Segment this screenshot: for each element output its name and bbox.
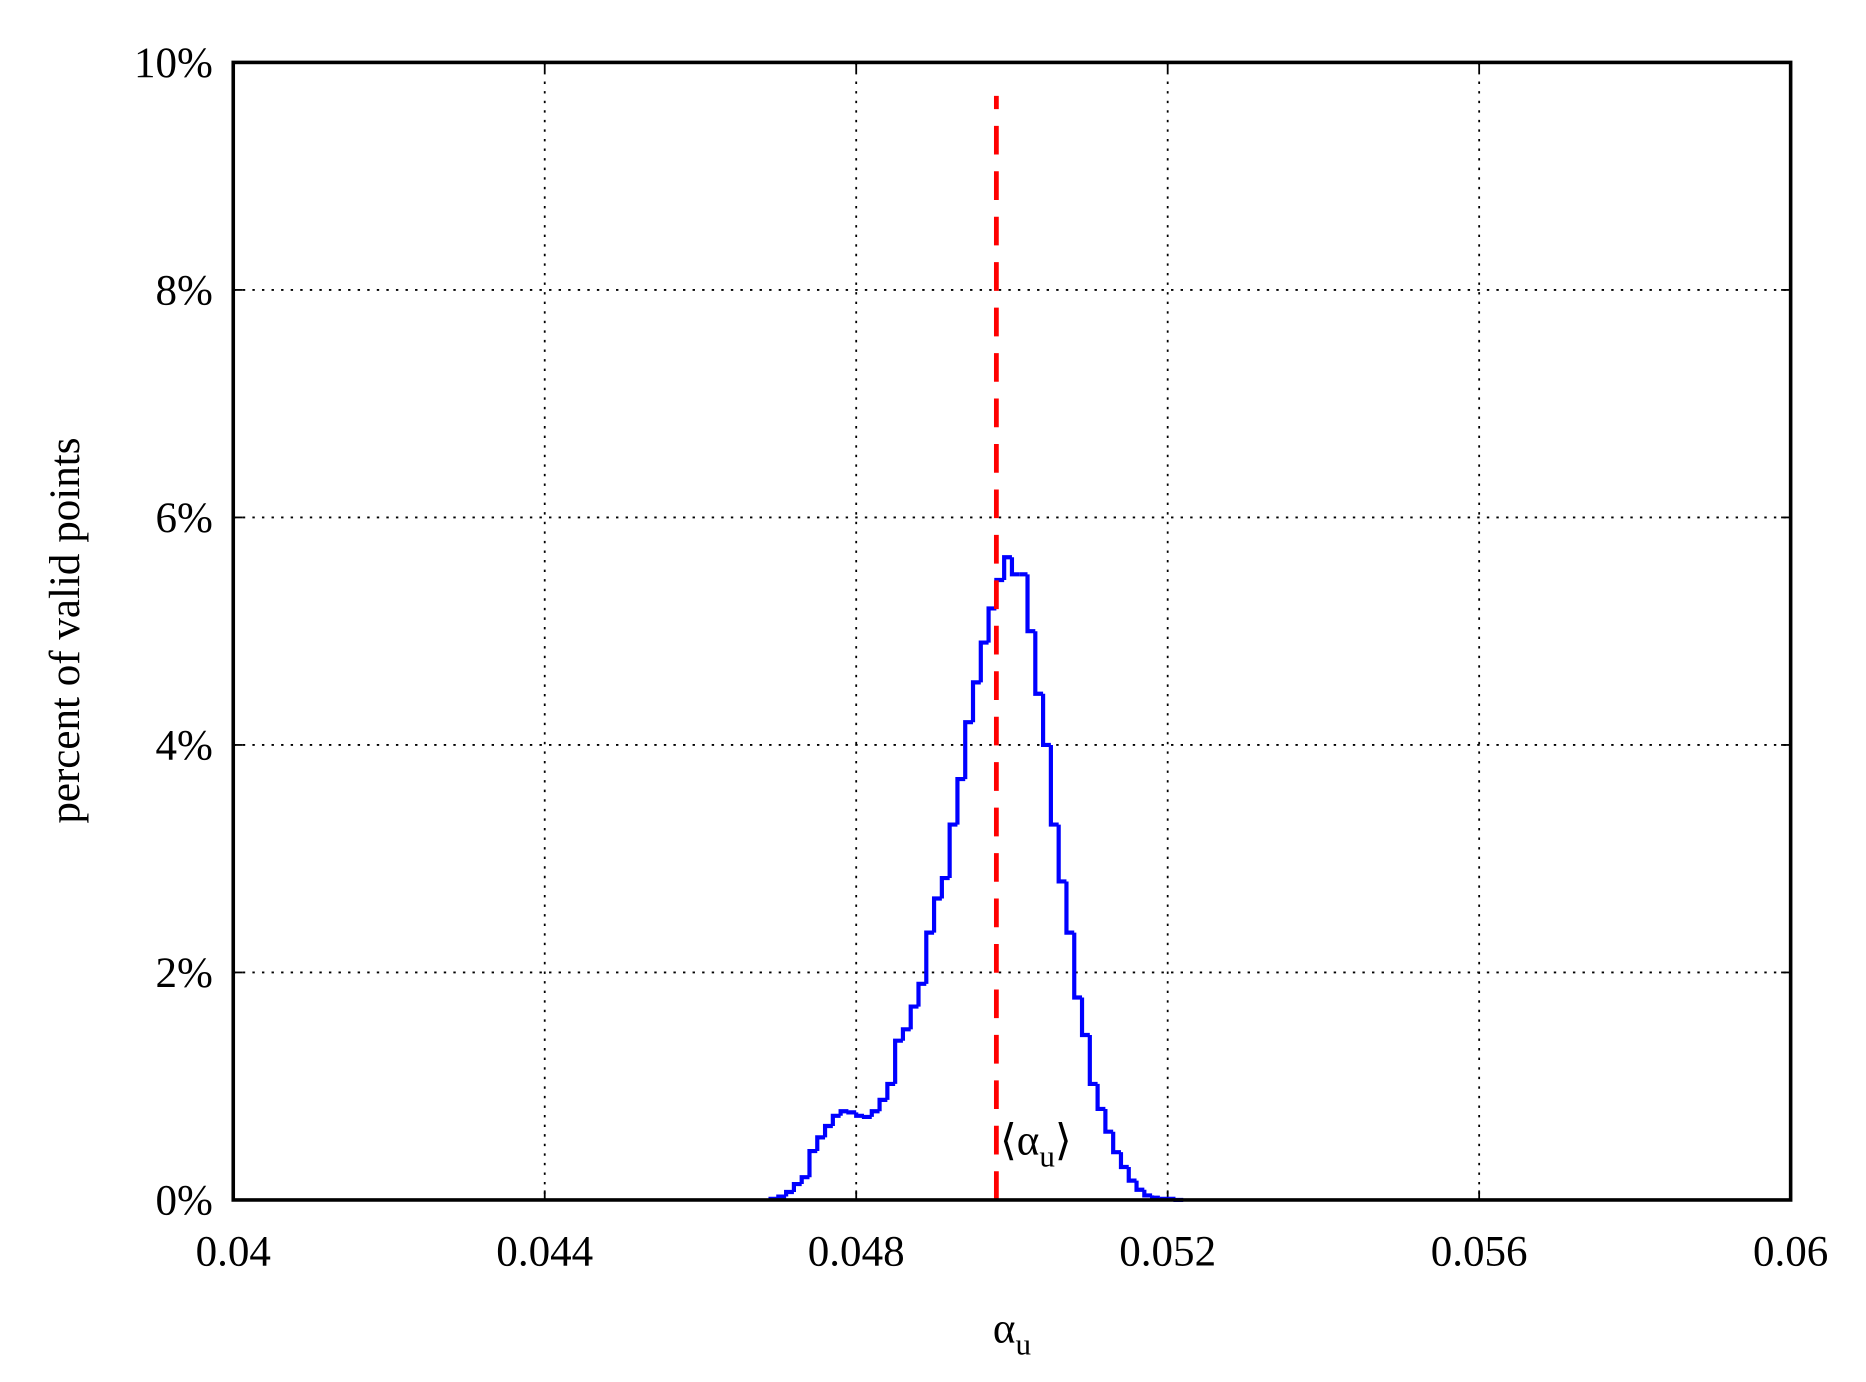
x-label-base: α — [993, 1305, 1016, 1352]
hist-step — [776, 1194, 787, 1199]
hist-step — [1009, 557, 1020, 577]
hist-step — [822, 1123, 833, 1138]
x-label-sub: u — [1015, 1326, 1031, 1361]
hist-step — [924, 930, 935, 984]
hist-step — [986, 606, 997, 643]
hist-step — [830, 1113, 841, 1127]
hist-step — [861, 1114, 872, 1120]
hist-step — [1118, 1152, 1129, 1170]
y-tick-label: 2% — [156, 950, 213, 997]
hist-step — [1095, 1083, 1106, 1112]
hist-step — [1150, 1195, 1160, 1200]
hist-step — [854, 1112, 864, 1118]
hist-step — [799, 1175, 810, 1185]
reference-label-part: ⟩ — [1055, 1118, 1072, 1165]
hist-step — [893, 1038, 903, 1084]
hist-step — [784, 1189, 794, 1197]
hist-step — [1111, 1131, 1121, 1155]
hist-step — [916, 981, 927, 1007]
hist-step — [947, 822, 958, 879]
hist-step — [939, 875, 950, 899]
hist-step — [1134, 1180, 1145, 1192]
hist-step — [1126, 1166, 1137, 1183]
hist-step — [1072, 932, 1083, 1000]
hist-step — [900, 1027, 911, 1041]
hist-step — [1142, 1189, 1153, 1198]
y-tick-label: 4% — [156, 722, 213, 769]
hist-step — [838, 1109, 849, 1116]
x-tick-label: 0.056 — [1431, 1229, 1528, 1276]
hist-step — [1048, 744, 1059, 827]
hist-step — [1033, 631, 1044, 696]
hist-step — [1056, 824, 1067, 884]
plot-frame — [231, 60, 1793, 1202]
hist-step — [955, 776, 966, 825]
hist-step — [815, 1135, 826, 1152]
y-tick-label: 8% — [156, 267, 213, 314]
reference-label-part: ⟨α — [1000, 1118, 1039, 1165]
hist-step — [1064, 881, 1075, 935]
hist-step — [963, 720, 974, 780]
hist-step — [807, 1148, 818, 1178]
y-tick-label: 10% — [134, 40, 213, 87]
y-axis-label: percent of valid points — [42, 438, 89, 824]
hist-step — [791, 1181, 802, 1193]
x-tick-label: 0.06 — [1753, 1229, 1828, 1276]
hist-step — [1025, 574, 1036, 634]
hist-step — [1041, 693, 1051, 748]
hist-step — [877, 1097, 888, 1112]
hist-step — [978, 640, 989, 683]
hist-step — [1002, 555, 1012, 581]
hist-step — [931, 896, 942, 933]
hist-step — [846, 1110, 857, 1115]
hist-step — [885, 1081, 896, 1100]
hist-step — [1087, 1035, 1098, 1087]
hist-step — [970, 680, 981, 723]
hist-step — [1103, 1108, 1114, 1134]
reference-label-part: u — [1039, 1138, 1055, 1173]
x-tick-label: 0.048 — [808, 1229, 905, 1276]
x-tick-label: 0.044 — [496, 1229, 593, 1276]
x-axis-label: αu — [993, 1305, 1032, 1361]
y-tick-label: 0% — [156, 1177, 213, 1224]
hist-step — [869, 1109, 880, 1117]
reference-label: ⟨αu⟩ — [1000, 1118, 1072, 1174]
hist-step — [908, 1004, 919, 1030]
x-tick-label: 0.04 — [196, 1229, 271, 1276]
x-tick-label: 0.052 — [1119, 1229, 1216, 1276]
hist-step — [1079, 997, 1090, 1038]
y-tick-label: 6% — [156, 495, 213, 542]
